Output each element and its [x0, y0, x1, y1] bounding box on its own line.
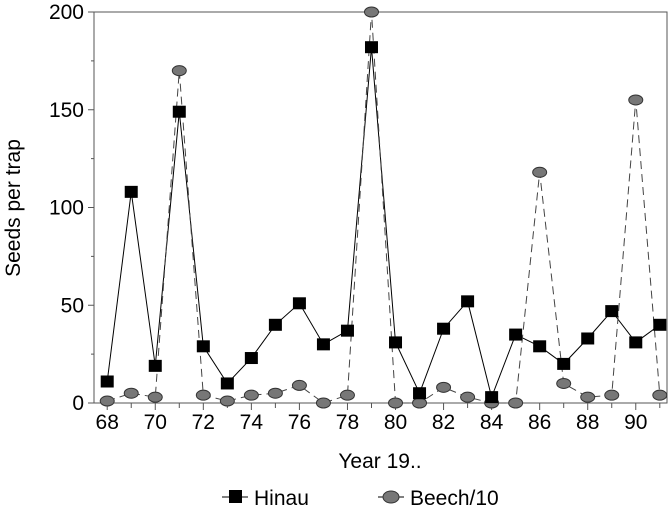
beech-series-line — [107, 11, 661, 404]
legend-beech-marker — [382, 490, 400, 504]
x-tick-label: 74 — [240, 411, 264, 434]
y-tick-label: 100 — [49, 197, 84, 220]
hinau-point — [124, 185, 138, 198]
beech-point — [243, 389, 259, 401]
beech-point — [147, 391, 163, 403]
beech-point — [195, 389, 211, 401]
hinau-point — [461, 295, 475, 308]
beech-point — [363, 6, 379, 18]
hinau-point — [437, 322, 451, 335]
beech-point — [556, 377, 572, 389]
hinau-point — [220, 377, 234, 390]
hinau-point — [485, 391, 499, 404]
hinau-point — [364, 41, 378, 54]
beech-point — [508, 397, 524, 409]
legend: Hinau Beech/10 — [222, 487, 499, 510]
hinau-point — [268, 318, 282, 331]
hinau-series-line — [106, 47, 661, 399]
beech-point — [532, 166, 548, 178]
y-axis-label: Seeds per trap — [2, 139, 25, 277]
x-tick-label: 84 — [480, 411, 504, 434]
hinau-point — [533, 340, 547, 353]
hinau-point — [148, 359, 162, 372]
x-tick-label: 90 — [624, 411, 647, 434]
beech-point — [267, 387, 283, 399]
beech-point — [315, 397, 331, 409]
hinau-point — [605, 305, 619, 318]
y-tick-label: 150 — [49, 99, 84, 122]
beech-point — [171, 65, 187, 77]
beech-point — [99, 395, 115, 407]
x-tick-label: 82 — [432, 411, 455, 434]
hinau-point — [244, 352, 258, 365]
beech-point — [580, 391, 596, 403]
y-tick-label: 0 — [72, 392, 84, 415]
hinau-point — [100, 375, 114, 388]
x-tick-label: 70 — [144, 411, 167, 434]
x-tick-label: 72 — [192, 411, 215, 434]
hinau-point — [509, 328, 523, 341]
x-tick-label: 68 — [96, 411, 119, 434]
hinau-point — [196, 340, 210, 353]
legend-beech-label: Beech/10 — [410, 487, 499, 510]
hinau-point — [316, 338, 330, 351]
x-tick-label: 76 — [288, 411, 311, 434]
hinau-point — [172, 105, 186, 118]
hinau-point — [653, 318, 667, 331]
hinau-point — [557, 357, 571, 370]
beech-point — [388, 397, 404, 409]
beech-point — [460, 391, 476, 403]
y-tick-label: 200 — [49, 1, 84, 24]
beech-point — [123, 387, 139, 399]
hinau-point — [629, 336, 643, 349]
beech-point — [291, 379, 307, 391]
beech-point — [339, 389, 355, 401]
beech-point — [436, 381, 452, 393]
beech-point — [412, 397, 428, 409]
beech-point — [219, 395, 235, 407]
x-tick-label: 78 — [336, 411, 359, 434]
legend-hinau-marker — [229, 490, 242, 503]
hinau-point — [292, 297, 306, 310]
x-axis-label: Year 19.. — [338, 450, 421, 473]
beech-point — [628, 94, 644, 106]
hinau-point — [389, 336, 403, 349]
hinau-point — [340, 324, 354, 337]
x-tick-label: 86 — [528, 411, 551, 434]
legend-hinau-label: Hinau — [254, 487, 309, 510]
y-tick-label: 50 — [61, 294, 84, 317]
x-tick-label: 88 — [576, 411, 599, 434]
hinau-point — [413, 387, 427, 400]
plot-frame — [93, 11, 668, 404]
hinau-point — [581, 332, 595, 345]
x-tick-label: 80 — [384, 411, 407, 434]
beech-point — [652, 389, 668, 401]
beech-point — [604, 389, 620, 401]
